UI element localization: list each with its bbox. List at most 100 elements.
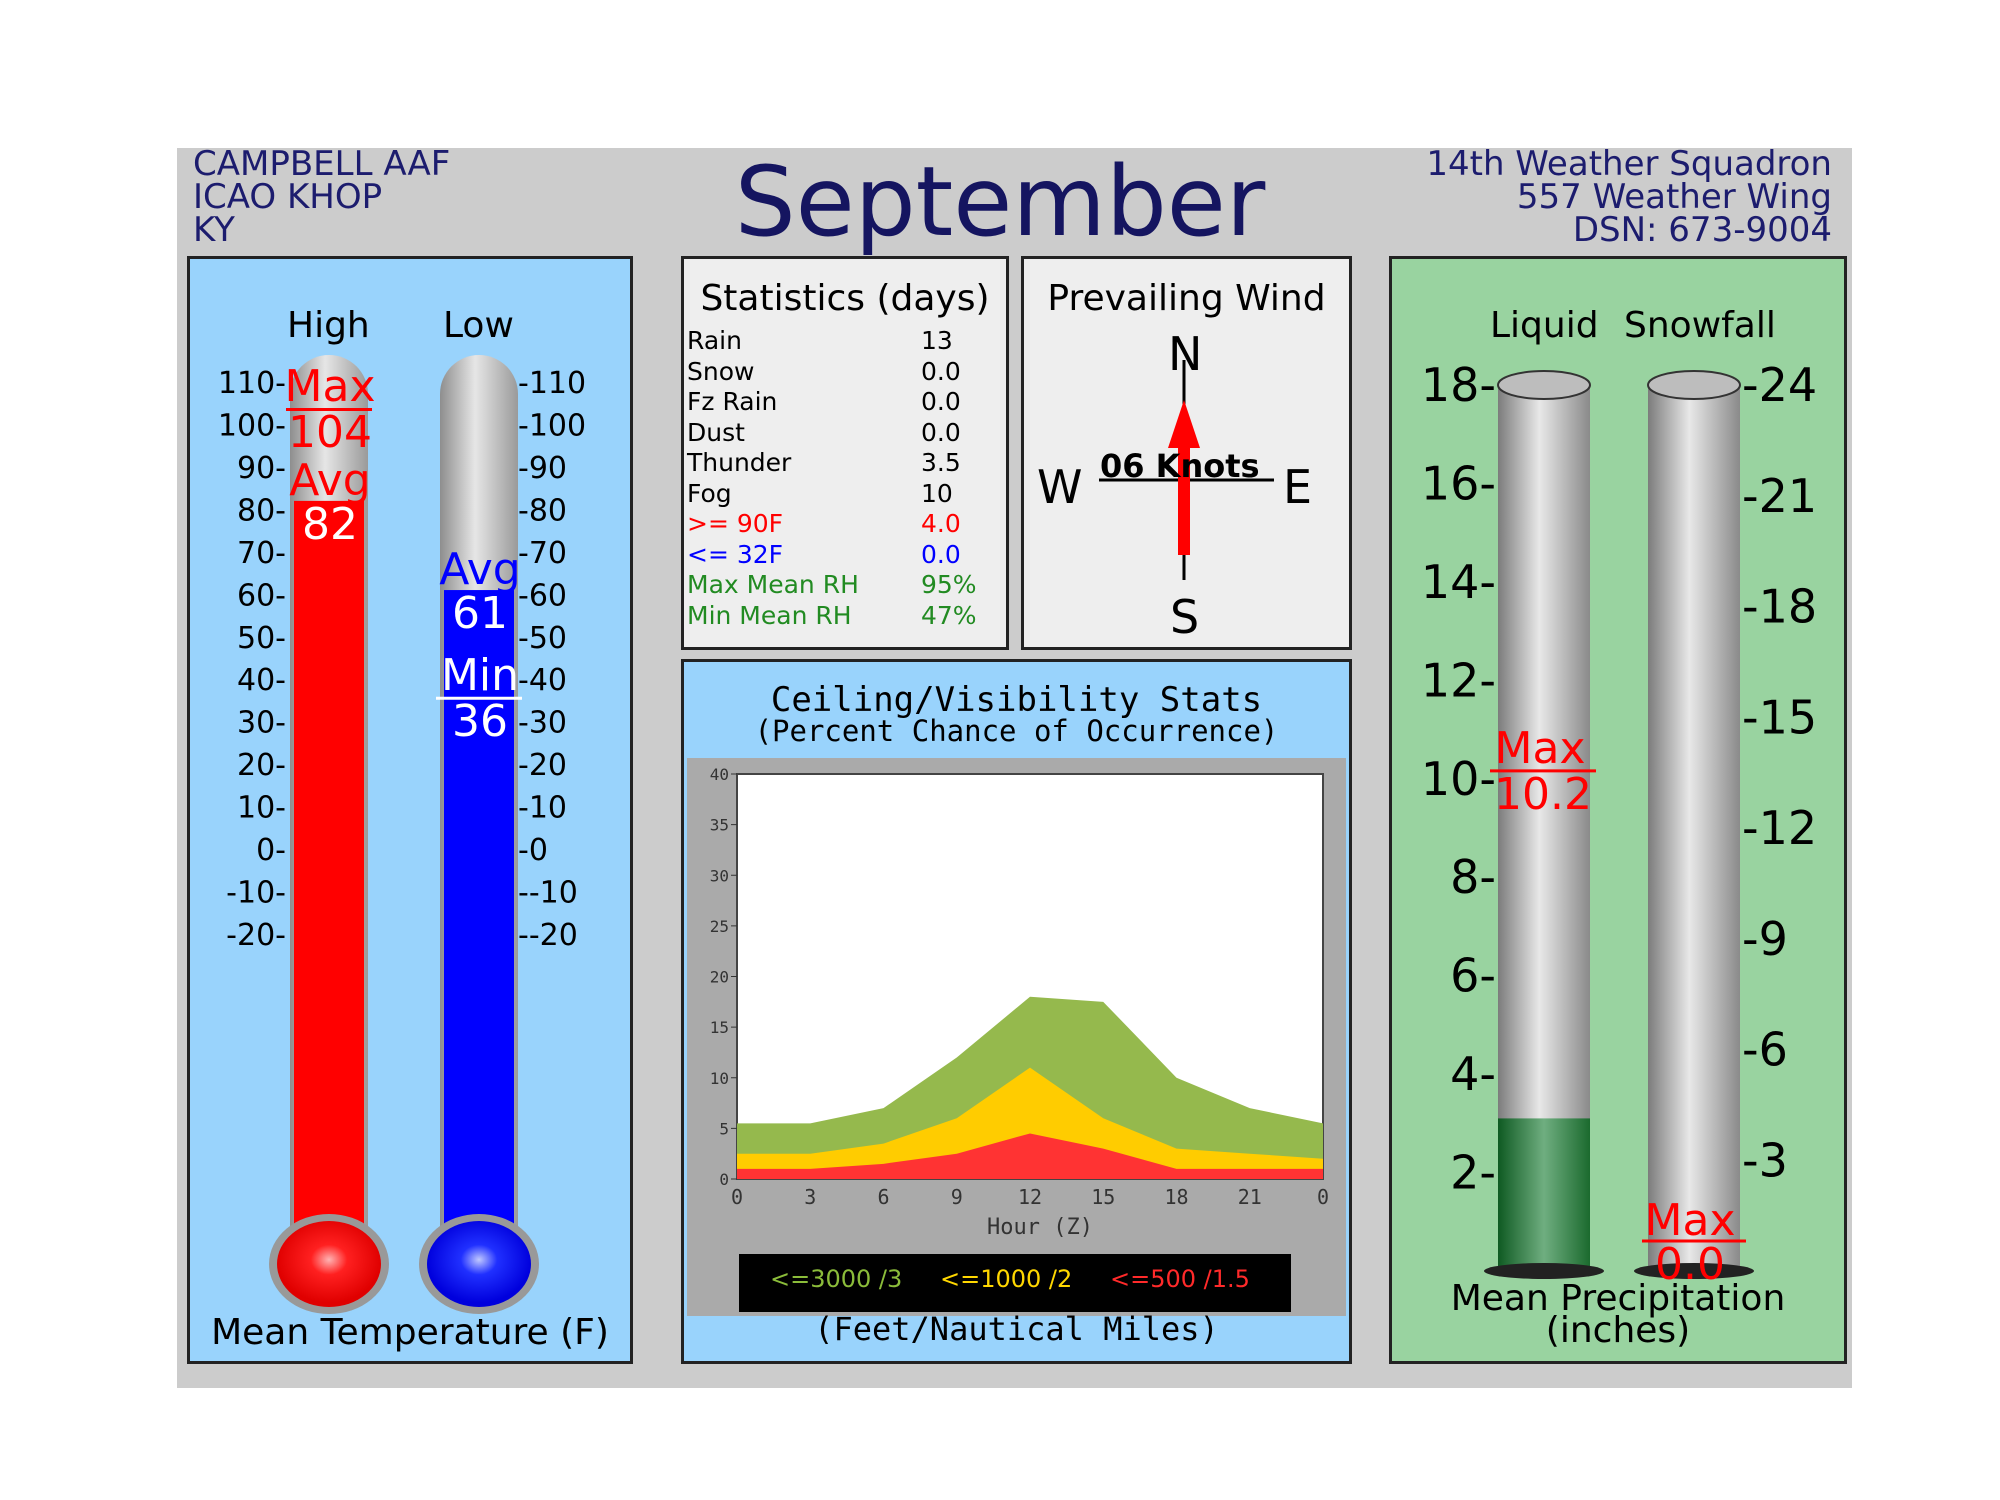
stat-value: 4.0 [921,509,961,538]
snow-tick: -18 [1742,580,1817,634]
snow-tick: -24 [1742,358,1817,412]
stat-row: Min Mean RH 47% [687,601,987,631]
stat-label: >= 90F [687,509,784,538]
snow-tick: -9 [1742,912,1788,966]
liquid-tick: 14- [1421,555,1496,609]
precipitation-panel [1389,256,1847,1364]
temp-tick-left: 0- [256,833,286,868]
statistics-title: Statistics (days) [700,278,990,319]
stat-value: 47% [921,600,977,630]
temp-tick-left: 60- [237,578,286,613]
low-avg-value: 61 [452,588,508,640]
low-min-value: 36 [452,696,508,748]
stat-label: Dust [687,417,745,447]
cv-x-tick-label: 0 [1317,1185,1329,1209]
temp-tick-right: -30 [518,706,567,741]
temp-tick-right: -40 [518,663,567,698]
temp-tick-right: -50 [518,621,567,656]
low-bulb [427,1221,531,1307]
snow-tick: -3 [1742,1133,1788,1187]
cv-legend-item: <=3000 /3 [770,1265,903,1293]
stat-row: <= 32F 0.0 [687,540,987,570]
org-wing: 557 Weather Wing [1516,177,1832,217]
stat-row: Rain 13 [687,326,987,356]
high-bulb [277,1221,381,1307]
liquid-max-label: Max [1494,722,1586,774]
temperature-panel [187,256,633,1364]
wind-arrow-head [1168,400,1200,448]
temp-tick-right: -80 [518,493,567,528]
statistics-panel [681,256,1009,650]
cv-title: Ceiling/Visibility Stats [770,680,1263,720]
stat-label: Rain [687,326,742,355]
org-dsn: DSN: 673-9004 [1572,210,1832,250]
temp-tick-left: 40- [237,663,286,698]
temp-tick-left: 80- [237,493,286,528]
stat-label: <= 32F [687,539,784,569]
wind-speed: 06 Knots [1100,447,1260,485]
liquid-tick: 10- [1421,752,1496,806]
stat-row: Snow 0.0 [687,357,987,387]
stat-value: 0.0 [921,356,961,386]
high-avg-value: 82 [302,498,358,550]
temp-tick-left: 110- [218,366,286,401]
wind-south: S [1170,590,1200,644]
cv-x-tick-label: 3 [804,1185,816,1209]
snowfall-cylinder [1648,385,1740,1271]
snow-tick: -15 [1742,690,1817,744]
temp-tick-right: -10 [518,791,567,826]
cv-x-tick-label: 21 [1238,1185,1262,1209]
cv-x-axis-label: Hour (Z) [987,1215,1093,1240]
stat-label: Thunder [687,448,792,477]
month-title: September [734,146,1266,258]
low-avg-fill [444,590,514,1259]
cv-area-2 [737,1067,1323,1179]
liquid-tick: 8- [1450,850,1496,904]
high-avg-label: Avg [289,454,371,506]
cv-y-tick-label: 40 [710,765,729,784]
temp-tick-right: -0 [518,833,548,868]
liquid-mean-fill [1498,1118,1590,1271]
cv-x-tick-label: 9 [951,1185,963,1209]
stat-label: Snow [687,356,755,386]
high-max-value: 104 [288,407,372,459]
temperature-footer: Mean Temperature (F) [211,1312,609,1353]
high-max-label: Max [284,361,376,413]
stat-row: Fz Rain 0.0 [687,387,987,417]
cv-legend-box [739,1254,1291,1312]
high-avg-fill [294,500,364,1259]
liquid-tick: 18- [1421,358,1496,412]
stat-row: Max Mean RH 95% [687,570,987,600]
cv-y-tick-label: 15 [710,1018,729,1037]
cv-legend-item: <=1000 /2 [940,1265,1073,1293]
station-icao: ICAO KHOP [193,177,383,217]
station-name: CAMPBELL AAF [193,144,451,184]
stat-label: Min Mean RH [687,600,852,630]
liquid-tick: 2- [1450,1146,1496,1200]
cv-x-tick-label: 18 [1164,1185,1188,1209]
temp-tick-left: 100- [218,408,286,443]
temp-tick-right: --10 [518,876,578,911]
wind-west: W [1037,460,1083,514]
liquid-max-value: 10.2 [1494,768,1592,820]
cv-subtitle: (Percent Chance of Occurrence) [754,714,1279,748]
stat-value: 10 [921,478,953,508]
snow-tick: -6 [1742,1023,1788,1077]
thermometer-graphic: 110- 100- 90- 80- 70- 60- 50- 40- 30- 20- 10- 0- -10… [218,355,586,1314]
temp-tick-left: 50- [237,621,286,656]
wind-rose [1099,360,1274,580]
cv-area-3 [737,1133,1323,1179]
temp-tick-right: -60 [518,578,567,613]
cv-y-tick-label: 30 [710,866,729,885]
cv-x-tick-label: 6 [877,1185,889,1209]
temp-tick-left: 20- [237,748,286,783]
stat-label: Fog [687,478,732,508]
stat-value: 13 [921,326,953,355]
stat-label: Max Mean RH [687,570,859,599]
temp-tick-right: -20 [518,748,567,783]
stat-row: Fog 10 [687,479,987,509]
precip-footer-units: (inches) [1545,1310,1691,1351]
high-label: High [287,305,370,346]
stat-label: Fz Rain [687,387,778,416]
temp-tick-left: 30- [237,706,286,741]
